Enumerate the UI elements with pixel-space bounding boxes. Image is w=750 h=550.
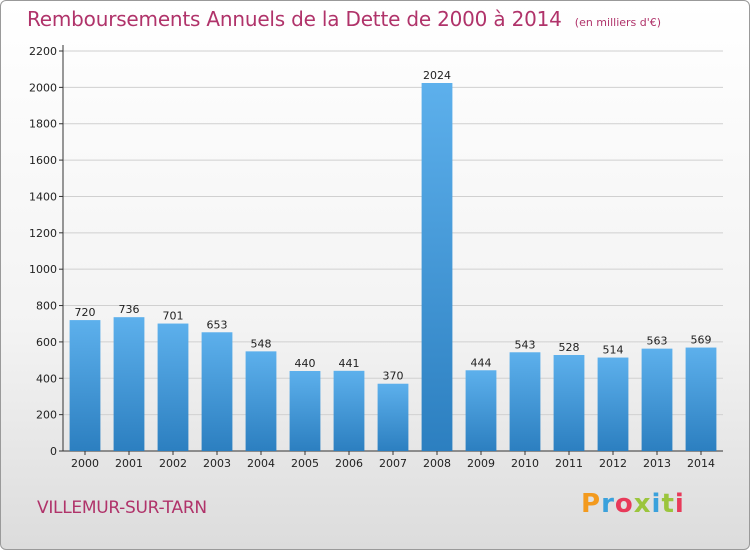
x-tick-label: 2000: [71, 457, 99, 470]
x-tick-label: 2009: [467, 457, 495, 470]
x-tick-label: 2014: [687, 457, 715, 470]
logo-letter: r: [601, 489, 615, 519]
bar-2007: [377, 383, 409, 451]
y-tick-label: 0: [50, 445, 57, 458]
logo-letter: i: [651, 489, 662, 519]
bar-2009: [465, 370, 497, 451]
y-tick-label: 2000: [29, 81, 57, 94]
bar-value-label: 370: [383, 370, 404, 383]
y-tick-label: 1800: [29, 118, 57, 131]
bar-value-label: 563: [647, 335, 668, 348]
x-tick-label: 2008: [423, 457, 451, 470]
bars: [69, 83, 717, 451]
y-tick-label: 2200: [29, 45, 57, 58]
y-tick-label: 1600: [29, 154, 57, 167]
bar-2008: [421, 83, 453, 451]
y-tick-label: 200: [36, 409, 57, 422]
bar-value-label: 653: [207, 318, 228, 331]
bar-2012: [597, 357, 629, 451]
bar-value-label: 736: [119, 303, 140, 316]
bar-value-label: 514: [603, 344, 624, 357]
bar-2004: [245, 351, 277, 451]
x-tick-label: 2011: [555, 457, 583, 470]
x-tick-label: 2007: [379, 457, 407, 470]
bar-2011: [553, 355, 585, 451]
bar-value-label: 2024: [423, 69, 451, 82]
bar-2006: [333, 370, 365, 451]
x-tick-label: 2005: [291, 457, 319, 470]
bar-2005: [289, 371, 321, 451]
bar-2001: [113, 317, 145, 451]
y-tick-label: 1400: [29, 190, 57, 203]
y-tick-label: 400: [36, 372, 57, 385]
x-tick-label: 2013: [643, 457, 671, 470]
y-tick-label: 1000: [29, 263, 57, 276]
labels: 0 200 400 600 800 1000 1200 1400 1600 1800 2000 220…: [29, 45, 715, 470]
bar-2003: [201, 332, 233, 451]
bar-value-label: 444: [471, 356, 492, 369]
x-tick-label: 2002: [159, 457, 187, 470]
bar-value-label: 440: [295, 357, 316, 370]
x-tick-label: 2010: [511, 457, 539, 470]
commune-name: VILLEMUR-SUR-TARN: [37, 498, 207, 518]
x-tick-label: 2006: [335, 457, 363, 470]
logo-letter: P: [581, 489, 602, 519]
bar-2010: [509, 352, 541, 451]
x-tick-label: 2001: [115, 457, 143, 470]
y-tick-label: 800: [36, 300, 57, 313]
x-tick-label: 2003: [203, 457, 231, 470]
bar-value-label: 569: [691, 334, 712, 347]
bar-2000: [69, 320, 101, 451]
logo-letter: x: [633, 489, 652, 519]
x-tick-label: 2004: [247, 457, 275, 470]
proxiti-logo[interactable]: Proxiti: [581, 489, 685, 519]
logo-letter: i: [674, 489, 685, 519]
bar-value-label: 701: [163, 310, 184, 323]
bar-2014: [685, 347, 717, 451]
bar-value-label: 548: [251, 337, 272, 350]
bar-value-label: 528: [559, 341, 580, 354]
bar-value-label: 720: [75, 306, 96, 319]
bar-value-label: 441: [339, 357, 360, 370]
chart-title: Remboursements Annuels de la Dette de 20…: [27, 7, 562, 31]
logo-letter: t: [661, 489, 675, 519]
bar-value-label: 543: [515, 338, 536, 351]
chart-subtitle: (en milliers d'€): [574, 16, 662, 29]
logo-letter: o: [614, 489, 634, 519]
chart-header: Remboursements Annuels de la Dette de 20…: [27, 7, 661, 31]
y-tick-label: 1200: [29, 227, 57, 240]
y-tick-label: 600: [36, 336, 57, 349]
bar-2013: [641, 348, 673, 451]
bar-2002: [157, 323, 189, 451]
x-tick-label: 2012: [599, 457, 627, 470]
